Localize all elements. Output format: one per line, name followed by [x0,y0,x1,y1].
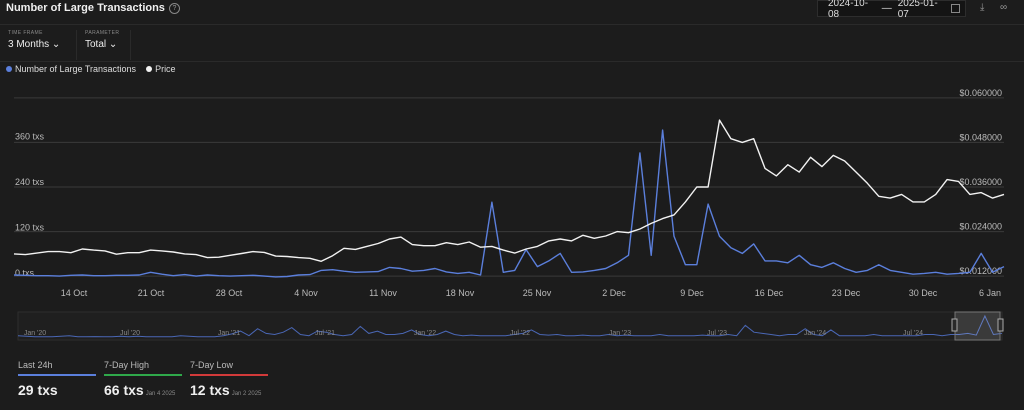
date-end: 2025-01-07 [897,0,938,20]
stat-7day-high: 7-Day High 66 txs Jan 4 2025 [104,360,182,398]
legend-dot-price [146,66,153,72]
stat-7day-low: 7-Day Low 12 txs Jan 2 2025 [190,360,268,398]
chevron-down-icon: ⌄ [51,39,61,50]
date-range-picker[interactable]: 2024-10-08 — 2025-01-07 [817,0,966,20]
chevron-down-icon: ⌄ [108,39,118,50]
navigator-handle-left [951,318,958,332]
date-start: 2024-10-08 [828,0,869,20]
timeframe-select[interactable]: TIME FRAME 3 Months ⌄ [8,30,77,60]
navigator-label: Jan '24 [804,330,826,337]
x-tick-label: 25 Nov [523,288,552,298]
series-line-price [13,119,1005,262]
stat-label: 7-Day Low [190,360,268,376]
navigator-label: Jul '23 [707,330,727,337]
date-separator: — [881,3,892,14]
navigator-label: Jan '22 [414,330,436,337]
legend: Number of Large Transactions Price [6,64,176,74]
navigator-line [17,314,1003,338]
navigator-label: Jul '21 [315,330,335,337]
y-left-tick-label: 0 txs [15,268,35,278]
y-left-tick-label: 360 txs [15,132,45,142]
navigator-window [954,311,1001,341]
series-line-transactions [13,129,1005,278]
y-right-tick-label: $0.012000 [959,266,1002,276]
stat-last-24h: Last 24h 29 txs [18,360,96,398]
x-tick-label: 28 Oct [216,288,243,298]
y-left-tick-label: 240 txs [15,177,45,187]
help-icon[interactable]: ? [168,2,180,14]
x-tick-label: 18 Nov [446,288,475,298]
x-tick-label: 14 Oct [61,288,88,298]
parameter-value: Total [85,39,107,50]
parameter-select[interactable]: PARAMETER Total ⌄ [85,30,131,60]
legend-item-price[interactable]: Price [146,64,176,74]
navigator-label: Jan '21 [218,330,240,337]
x-tick-label: 16 Dec [755,288,784,298]
stat-value: 12 txs [190,382,230,398]
timeframe-value: 3 Months [8,39,50,50]
chart-title-text: Number of Large Transactions [6,2,165,14]
x-tick-label: 4 Nov [294,288,318,298]
calendar-icon [951,4,960,13]
y-right-tick-label: $0.048000 [959,132,1002,142]
legend-label-transactions: Number of Large Transactions [15,64,137,74]
controls-bar: TIME FRAME 3 Months ⌄ PARAMETER Total ⌄ [0,24,1024,62]
parameter-label: PARAMETER [85,30,120,36]
stat-value: 66 txs [104,382,144,398]
navigator-label: Jul '20 [120,330,140,337]
x-tick-label: 21 Oct [138,288,165,298]
stat-date: Jan 4 2025 [145,391,176,397]
stat-value: 29 txs [18,382,58,398]
timeframe-label: TIME FRAME [8,30,43,36]
x-tick-label: 23 Dec [832,288,861,298]
legend-label-price: Price [155,64,176,74]
navigator-label: Jul '22 [510,330,530,337]
stat-label: 7-Day High [104,360,182,376]
navigator-label: Jul '24 [903,330,923,337]
x-tick-label: 9 Dec [680,288,704,298]
navigator-label: Jan '20 [24,330,46,337]
navigator-handle-right [997,318,1004,332]
legend-item-transactions[interactable]: Number of Large Transactions [6,64,136,74]
chart-title: Number of Large Transactions ? [6,2,180,14]
stat-date: Jan 2 2025 [231,391,262,397]
navigator-label: Jan '23 [609,330,631,337]
stats-panel: Last 24h 29 txs 7-Day High 66 txs Jan 4 2… [18,360,268,398]
x-tick-label: 30 Dec [909,288,938,298]
y-left-tick-label: 120 txs [15,223,45,233]
x-tick-label: 6 Jan [979,288,1001,298]
y-right-tick-label: $0.036000 [959,177,1002,187]
download-icon[interactable]: ⤓ [980,2,985,13]
stat-label: Last 24h [18,360,96,376]
y-right-tick-label: $0.060000 [959,88,1002,98]
x-tick-label: 2 Dec [602,288,626,298]
y-right-tick-label: $0.024000 [959,222,1002,232]
link-icon[interactable]: ∞ [1000,2,1008,13]
x-tick-label: 11 Nov [369,288,397,298]
legend-dot-transactions [6,66,12,72]
navigator-panel [17,311,1003,341]
